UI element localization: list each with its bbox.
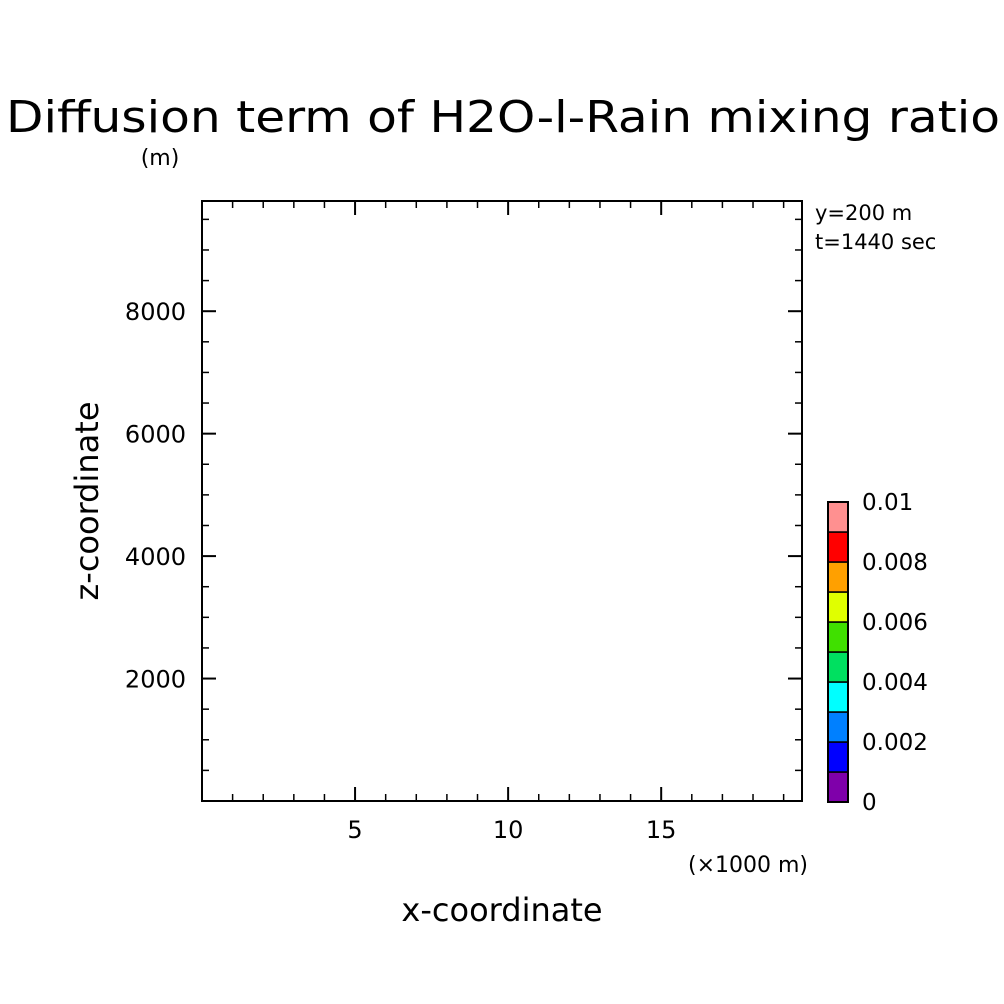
- y-minor-ticks: [202, 218, 802, 772]
- colorbar-swatch: [827, 501, 849, 533]
- colorbar-swatch: [827, 711, 849, 743]
- y-axis-unit: (m): [141, 146, 180, 171]
- x-axis-unit: (×1000 m): [688, 853, 808, 878]
- chart-title: Diffusion term of H2O-l-Rain mixing rati…: [6, 92, 1000, 143]
- colorbar-swatch: [827, 561, 849, 593]
- annotation-t: t=1440 sec: [815, 230, 936, 254]
- colorbar-swatch: [827, 621, 849, 653]
- x-minor-ticks: [231, 201, 785, 801]
- colorbar-swatch: [827, 741, 849, 773]
- colorbar-swatch: [827, 591, 849, 623]
- colorbar: 0 0.002 0.004 0.006 0.008 0.01: [827, 490, 928, 816]
- x-tick-label: 15: [646, 816, 677, 844]
- colorbar-tick-label: 0.008: [862, 550, 928, 576]
- colorbar-tick-label: 0.002: [862, 730, 928, 756]
- annotation-y: y=200 m: [815, 201, 912, 225]
- y-tick-label: 6000: [125, 421, 186, 449]
- y-tick-label: 4000: [125, 543, 186, 571]
- colorbar-swatch: [827, 771, 849, 803]
- x-tick-label: 10: [493, 816, 524, 844]
- plot-area: [201, 200, 803, 802]
- colorbar-frame: [827, 501, 849, 803]
- y-tick-label: 8000: [125, 298, 186, 326]
- colorbar-swatch: [827, 651, 849, 683]
- colorbar-tick-label: 0: [862, 790, 877, 816]
- colorbar-swatch: [827, 531, 849, 563]
- colorbar-swatch: [827, 681, 849, 713]
- y-axis-label: z-coordinate: [68, 401, 106, 600]
- y-tick-label: 2000: [125, 666, 186, 694]
- x-axis-label: x-coordinate: [401, 891, 602, 929]
- colorbar-tick-label: 0.006: [862, 610, 928, 636]
- y-major-ticks: 2000 4000 6000 8000: [125, 298, 802, 694]
- colorbar-tick-label: 0.01: [862, 490, 913, 516]
- x-major-ticks: 5 10 15: [347, 201, 676, 844]
- colorbar-tick-label: 0.004: [862, 670, 928, 696]
- x-tick-label: 5: [347, 816, 362, 844]
